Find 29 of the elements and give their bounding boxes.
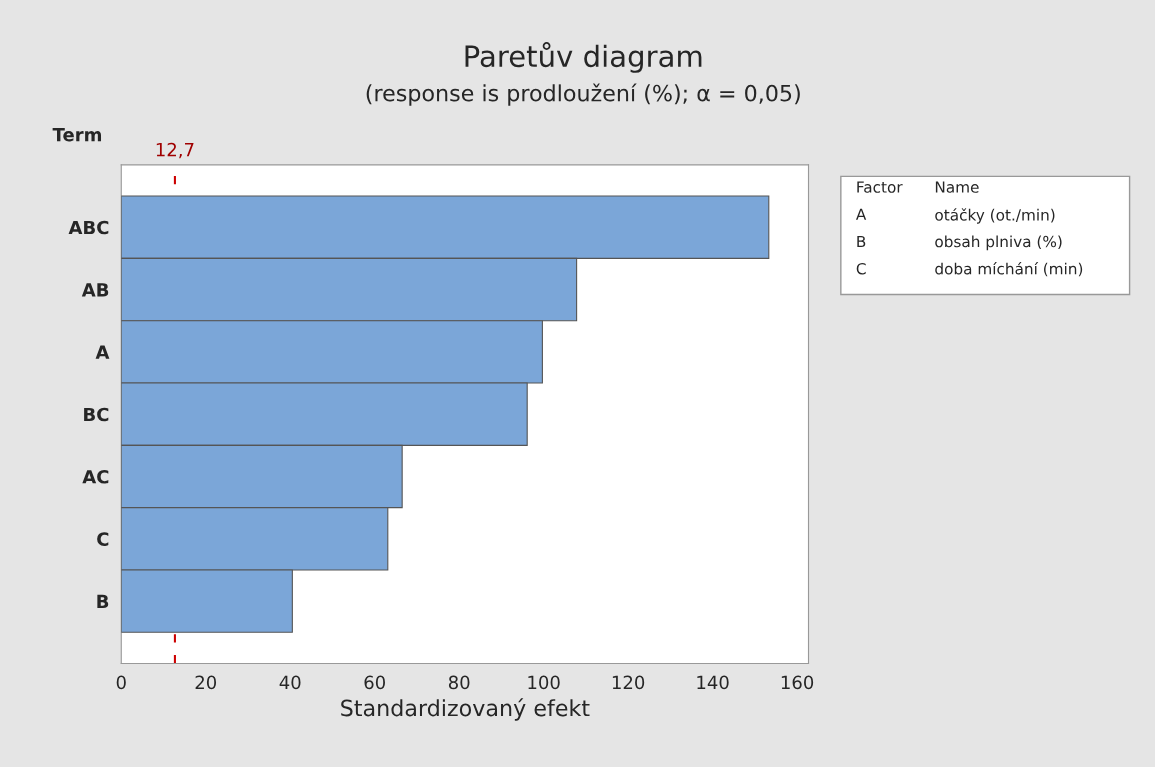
y-tick-label: BC: [84, 407, 109, 422]
y-tick-label: C: [97, 532, 109, 546]
text: B: [857, 235, 866, 248]
text: Name: [935, 181, 979, 193]
chart-title: Paretův diagram: [465, 42, 702, 73]
text: C: [856, 262, 866, 275]
x-tick-label: 80: [448, 675, 470, 690]
chart-subtitle: (response is prodloužení (%); α = 0,05): [366, 83, 800, 106]
x-tick-label: 40: [279, 675, 301, 690]
y-axis-title: Term: [52, 128, 102, 142]
y-tick-label: B: [97, 594, 109, 608]
x-tick-label: 0: [116, 675, 126, 690]
text: doba míchání (min): [935, 262, 1083, 277]
x-tick-label: 60: [364, 675, 385, 690]
x-tick-label: 100: [528, 675, 560, 690]
x-tick-label: 120: [612, 675, 645, 690]
ref-line-label: 12,7: [156, 142, 194, 159]
y-tick-label: A: [95, 345, 110, 359]
x-axis-title: Standardizovaný efekt: [341, 698, 590, 721]
text: Factor: [857, 181, 903, 193]
y-tick-label: AB: [81, 283, 109, 297]
x-tick-label: 160: [781, 675, 814, 690]
y-tick-label: AC: [82, 469, 109, 484]
text: obsah plniva (%): [935, 235, 1062, 251]
y-tick-label: ABC: [68, 220, 109, 235]
text: A: [855, 208, 867, 220]
x-tick-label: 20: [195, 675, 217, 690]
text: otáčky (ot./min): [935, 208, 1055, 224]
x-tick-label: 140: [697, 675, 729, 690]
